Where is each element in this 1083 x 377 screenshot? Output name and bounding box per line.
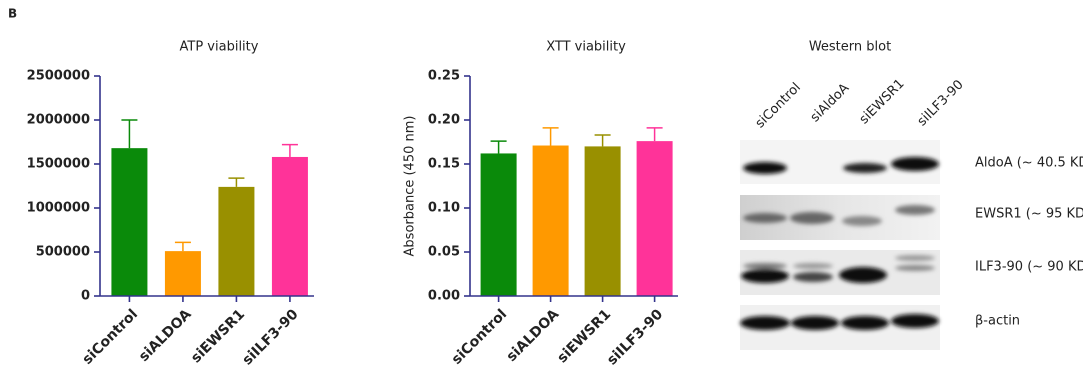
chart-title: ATP viability (180, 40, 259, 55)
panel-label: B (8, 7, 17, 21)
bar (218, 187, 254, 296)
x-tick-label: siALDOA (136, 306, 195, 365)
bar (111, 148, 147, 296)
lane-label: siEWSR1 (857, 76, 908, 127)
y-tick-label: 0.20 (428, 113, 460, 128)
y-tick-label: 2000000 (27, 113, 90, 128)
y-axis-label: Absorbance (450 nm) (403, 116, 418, 257)
bar (165, 251, 201, 296)
x-tick-label: siALDOA (504, 306, 563, 365)
y-tick-label: 0.25 (428, 69, 460, 84)
western-blot: Western blot siControl siAldoA siEWSR1 s… (740, 40, 1083, 351)
x-tick-label: siILF3-90 (604, 306, 666, 368)
y-tick-label: 1500000 (27, 157, 90, 172)
blot-title: Western blot (809, 40, 891, 55)
bar (533, 146, 569, 296)
bar (585, 146, 621, 296)
y-tick-label: 500000 (36, 245, 90, 260)
bar (272, 157, 308, 296)
y-tick-label: 0 (81, 289, 90, 304)
y-tick-label: 0.00 (428, 289, 460, 304)
y-tick-label: 2500000 (27, 69, 90, 84)
lane-label: siControl (753, 80, 804, 131)
bar (481, 153, 517, 296)
figure: B Western blot siControl siAldoA siEWSR1… (0, 0, 1083, 377)
x-tick-label: siControl (80, 306, 142, 368)
y-tick-label: 0.10 (428, 201, 460, 216)
band-label: AldoA (~ 40.5 KDa) (975, 156, 1083, 171)
band-label: ILF3-90 (~ 90 KDa) (975, 260, 1083, 275)
band-label: EWSR1 (~ 95 KDa) (975, 207, 1083, 222)
lane-label: siILF3-90 (915, 77, 967, 129)
bar (637, 141, 673, 296)
y-tick-label: 1000000 (27, 201, 90, 216)
y-tick-label: 0.05 (428, 245, 460, 260)
x-tick-label: siILF3-90 (239, 306, 301, 368)
x-tick-label: siControl (449, 306, 511, 368)
y-tick-label: 0.15 (428, 157, 460, 172)
band-label: β-actin (975, 314, 1020, 329)
chart-title: XTT viability (546, 40, 626, 55)
lane-label: siAldoA (808, 81, 853, 126)
